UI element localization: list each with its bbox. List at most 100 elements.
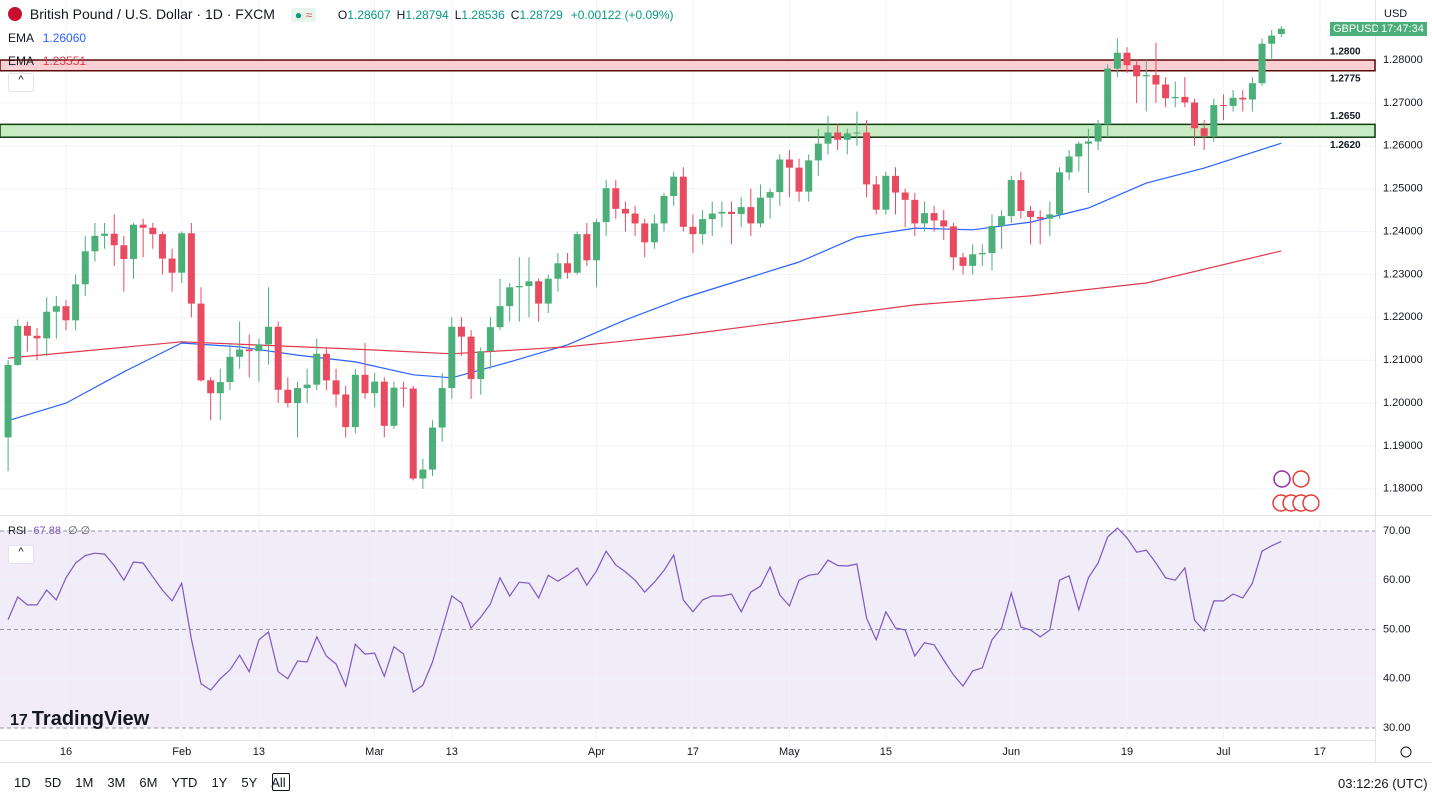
candle-body bbox=[486, 327, 494, 352]
candle-body bbox=[72, 284, 80, 321]
candle-body bbox=[795, 167, 803, 192]
x-tick-label: 17 bbox=[1314, 746, 1326, 758]
ohlc-value: 1.28536 bbox=[461, 8, 505, 22]
candle-body bbox=[149, 227, 157, 235]
collapse-button[interactable]: ^ bbox=[8, 545, 34, 564]
candle-body bbox=[419, 469, 427, 479]
range-button[interactable]: YTD bbox=[171, 775, 198, 790]
x-tick-label: 19 bbox=[1121, 746, 1133, 758]
candle-body bbox=[274, 326, 282, 390]
candle-body bbox=[1229, 97, 1237, 106]
event-icon bbox=[1292, 470, 1310, 488]
rsi-tick-label: 30.00 bbox=[1383, 722, 1411, 734]
candle-body bbox=[129, 224, 137, 260]
range-button[interactable]: 5D bbox=[44, 775, 62, 790]
range-bar: 1D 5D 1M 3M 6M YTD 1Y 5Y All bbox=[14, 775, 300, 790]
clock: 03:12:26 (UTC) bbox=[1338, 776, 1428, 791]
collapse-button[interactable]: ^ bbox=[8, 73, 34, 92]
y-tick-label: 1.22000 bbox=[1383, 311, 1423, 323]
candle-body bbox=[612, 188, 620, 209]
grid bbox=[0, 0, 1375, 740]
candle-body bbox=[168, 258, 176, 273]
y-tick-label: 1.24000 bbox=[1383, 225, 1423, 237]
candle-body bbox=[959, 257, 967, 266]
change: +0.00122 (+0.09%) bbox=[570, 8, 674, 22]
ohlc-value: 1.28794 bbox=[405, 8, 449, 22]
candle-body bbox=[805, 160, 813, 192]
candle-body bbox=[284, 389, 292, 404]
candle-body bbox=[728, 211, 736, 214]
candle-body bbox=[814, 143, 822, 161]
candle-body bbox=[631, 213, 639, 224]
candle-body bbox=[785, 159, 793, 168]
candle-body bbox=[467, 336, 475, 380]
candle-body bbox=[4, 364, 12, 438]
range-button[interactable]: 3M bbox=[107, 775, 126, 790]
market-status[interactable]: ● ≈ bbox=[290, 8, 317, 22]
candle-body bbox=[226, 356, 234, 383]
y-tick-label: 1.18000 bbox=[1383, 483, 1423, 495]
candle-body bbox=[544, 278, 552, 304]
ema-legend: EMA 1.23551 bbox=[8, 54, 86, 68]
candle-body bbox=[1075, 143, 1083, 157]
candle-body bbox=[583, 234, 591, 261]
candle-body bbox=[1036, 216, 1044, 219]
candle-body bbox=[978, 252, 986, 255]
candle-body bbox=[660, 195, 668, 224]
range-button[interactable]: 1Y bbox=[211, 775, 228, 790]
ema-line bbox=[8, 250, 1282, 359]
candle-body bbox=[293, 388, 301, 404]
y-tick-label: 1.26000 bbox=[1383, 140, 1423, 152]
candle-body bbox=[718, 211, 726, 214]
candle-body bbox=[1104, 68, 1112, 125]
ohlc-field: C bbox=[510, 8, 520, 22]
candle-body bbox=[1055, 172, 1063, 215]
y-tick-label: 1.28000 bbox=[1383, 54, 1423, 66]
candle-body bbox=[1046, 214, 1054, 219]
candle-body bbox=[255, 344, 263, 352]
candle-body bbox=[747, 207, 755, 224]
range-button[interactable]: All bbox=[271, 775, 286, 790]
range-button[interactable]: 1D bbox=[14, 775, 31, 790]
ohlc-value: 1.28729 bbox=[519, 8, 563, 22]
candle-body bbox=[901, 192, 909, 200]
zone-label: 1.2650 bbox=[1330, 111, 1361, 122]
candle-body bbox=[62, 306, 70, 321]
candle-body bbox=[920, 213, 928, 224]
range-button[interactable]: 1M bbox=[75, 775, 94, 790]
candle-body bbox=[525, 281, 533, 287]
candle-body bbox=[1239, 97, 1247, 100]
candle-body bbox=[1113, 52, 1121, 69]
candle-body bbox=[236, 349, 244, 357]
candle-body bbox=[641, 223, 649, 243]
rsi-tick-label: 50.00 bbox=[1383, 623, 1411, 635]
ema-value: 1.23551 bbox=[42, 54, 87, 68]
candle-body bbox=[969, 254, 977, 266]
candle-body bbox=[187, 233, 195, 304]
candle-body bbox=[409, 388, 417, 479]
x-tick-label: Apr bbox=[588, 746, 605, 758]
candle-body bbox=[506, 287, 514, 307]
candle-body bbox=[1181, 96, 1189, 103]
y-tick-label: 1.21000 bbox=[1383, 354, 1423, 366]
event-icons bbox=[1272, 470, 1320, 512]
x-tick-label: Jun bbox=[1002, 746, 1020, 758]
range-button[interactable]: 6M bbox=[139, 775, 158, 790]
range-button[interactable]: 5Y bbox=[241, 775, 258, 790]
zone-label: 1.2775 bbox=[1330, 73, 1361, 84]
x-tick-label: 13 bbox=[253, 746, 265, 758]
zone bbox=[0, 59, 1376, 72]
candle-body bbox=[834, 132, 842, 140]
settings-icon[interactable] bbox=[1400, 746, 1412, 758]
candle-body bbox=[1258, 43, 1266, 84]
currency[interactable]: USD bbox=[1384, 8, 1408, 20]
candle-body bbox=[988, 225, 996, 253]
symbol-title: British Pound / U.S. Dollar · 1D · FXCM bbox=[29, 6, 275, 22]
rsi-tick-label: 40.00 bbox=[1383, 673, 1411, 685]
date-range-icon[interactable] bbox=[272, 773, 290, 791]
candle-body bbox=[33, 335, 41, 339]
candle-body bbox=[81, 251, 89, 285]
candle-body bbox=[1007, 180, 1015, 217]
candle-body bbox=[139, 224, 147, 228]
zone-label: 1.2620 bbox=[1330, 140, 1361, 151]
